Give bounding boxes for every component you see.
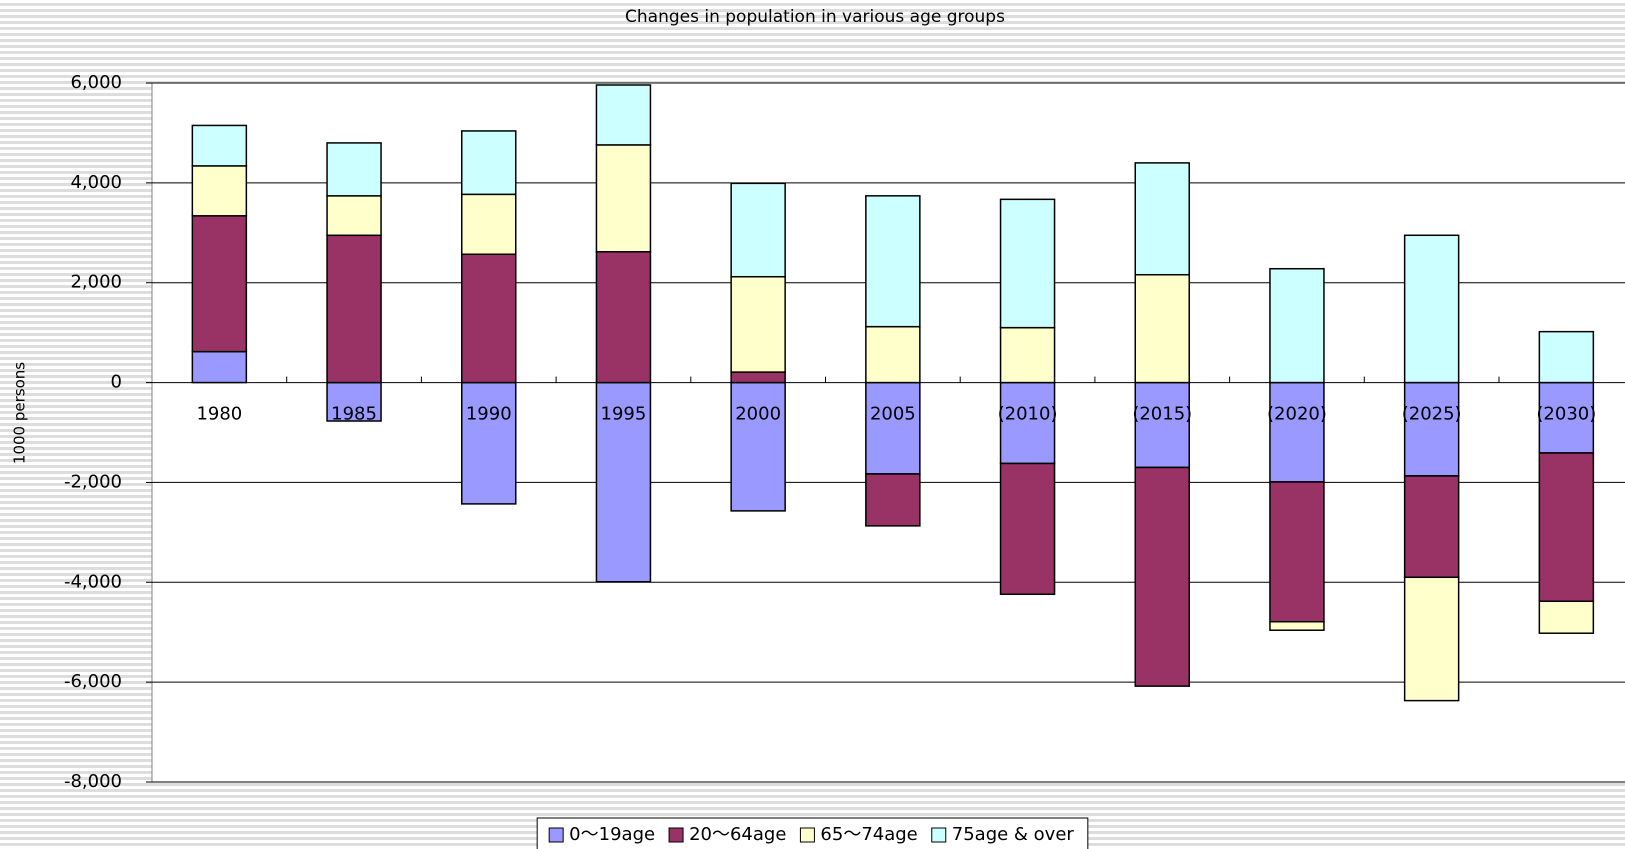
y-tick-label: -2,000 [64, 471, 122, 492]
bar-segment [595, 251, 652, 384]
legend-label: 20〜64age [689, 824, 786, 845]
y-tick-label: 4,000 [70, 172, 122, 193]
bar-segment [461, 381, 517, 505]
y-tick-label: 2,000 [70, 272, 122, 293]
y-tick-label: 6,000 [70, 72, 122, 93]
y-tick-label: -8,000 [64, 771, 122, 792]
bar-segment [1403, 381, 1460, 477]
bar-segment [595, 84, 652, 146]
bar-segment [191, 215, 248, 353]
bar-segment [865, 195, 921, 328]
bar-segment [730, 371, 786, 384]
bar-segment [461, 130, 517, 196]
bar-segment [1403, 475, 1460, 579]
x-tick-label: 1980 [196, 404, 242, 425]
bar-segment [1134, 466, 1190, 687]
bar-segment [865, 473, 921, 527]
bar-segment [1269, 481, 1325, 623]
chart-title: Changes in population in various age gro… [625, 7, 1005, 27]
bar-segment [191, 350, 248, 384]
x-tick-label: (2015) [1132, 404, 1192, 425]
bar-segment [1134, 381, 1190, 469]
x-tick-label: 2000 [735, 404, 781, 425]
bar-segment [1134, 162, 1190, 276]
legend-swatch [931, 827, 947, 843]
x-tick-label: 2005 [870, 404, 916, 425]
x-tick-label: (2030) [1536, 404, 1596, 425]
bar-segment [999, 198, 1056, 329]
bar-segment [1538, 452, 1595, 603]
bar-segment [730, 381, 786, 512]
bar-segment [1403, 576, 1460, 702]
bar-segment [1269, 620, 1325, 631]
bar-segment [730, 182, 786, 278]
y-axis-label: 1000 persons [11, 362, 29, 464]
bar-segment [999, 326, 1056, 384]
legend-label: 65〜74age [820, 824, 917, 845]
x-tick-label: (2010) [998, 404, 1058, 425]
bar-segment [730, 275, 786, 373]
bar-segment [1269, 267, 1325, 384]
legend-swatch [799, 827, 815, 843]
x-tick-label: 1990 [466, 404, 512, 425]
legend-label: 0〜19age [569, 824, 655, 845]
bar-segment [865, 381, 921, 475]
bar-segment [326, 195, 382, 237]
legend-label: 75age & over [952, 824, 1075, 845]
bar-segment [191, 165, 248, 217]
bar-segment [999, 462, 1056, 596]
x-tick-label: 1995 [601, 404, 647, 425]
bar-segment [191, 124, 248, 167]
bar-segment [595, 144, 652, 253]
bar-segment [461, 193, 517, 256]
bar-segment [595, 381, 652, 583]
y-tick-label: -6,000 [64, 671, 122, 692]
bar-segment [326, 234, 382, 384]
y-tick-label: -4,000 [64, 571, 122, 592]
y-tick-label: 0 [111, 372, 122, 393]
bar-segment [461, 253, 517, 384]
legend-swatch [548, 827, 564, 843]
bar-segment [1403, 234, 1460, 384]
x-tick-label: (2020) [1267, 404, 1327, 425]
legend: 0〜19age 20〜64age 65〜74age 75age & over [536, 817, 1089, 849]
bar-segment [1134, 273, 1190, 384]
x-tick-label: 1985 [331, 404, 377, 425]
bar-segment [326, 142, 382, 197]
bar-segment [326, 381, 382, 422]
legend-swatch [668, 827, 684, 843]
bar-segment [865, 325, 921, 384]
x-tick-label: (2025) [1402, 404, 1462, 425]
bar-segment [1269, 381, 1325, 483]
bar-segment [1538, 330, 1595, 384]
legend-box [536, 817, 1089, 849]
bar-segment [1538, 600, 1595, 634]
